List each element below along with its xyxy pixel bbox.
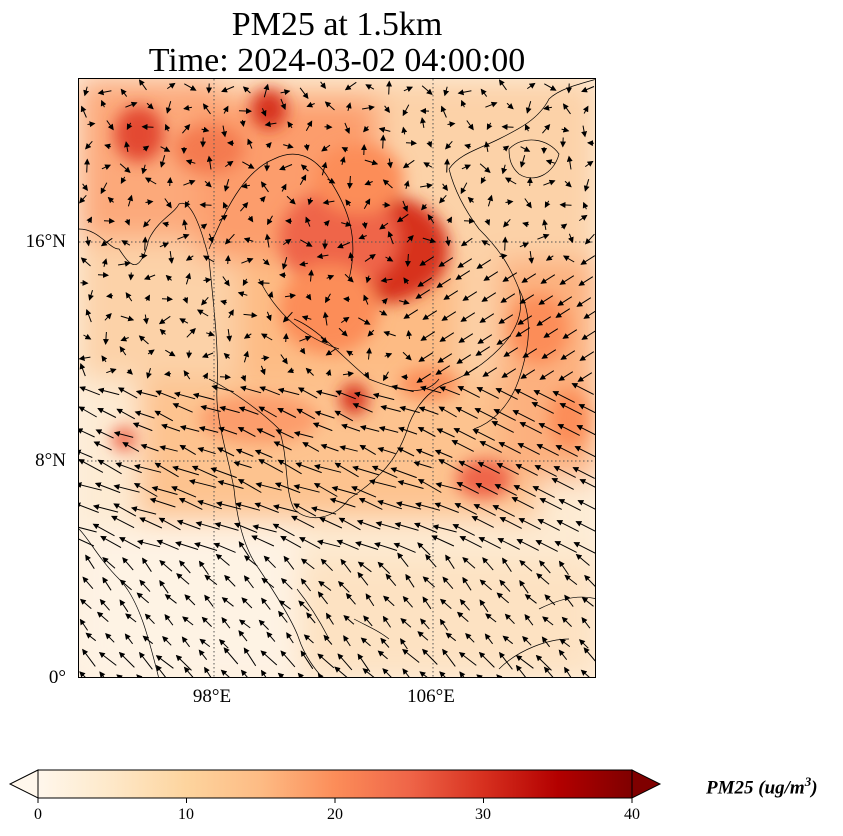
colorbar <box>8 769 662 803</box>
colorbar-label: PM25 (ug/m3) <box>706 774 818 799</box>
colorbar-extend-min <box>8 769 39 799</box>
colorbar-tick-10: 10 <box>178 806 194 823</box>
colorbar-tick-0: 0 <box>34 806 42 823</box>
pm25-concentration-field <box>79 79 595 677</box>
lon-tick-98e: 98°E <box>192 686 232 707</box>
colorbar-gradient <box>37 769 633 799</box>
map-title: PM25 at 1.5km <box>231 6 443 43</box>
map-panel <box>78 78 596 678</box>
colorbar-tick-40: 40 <box>624 806 640 823</box>
pm25-field-map <box>79 79 595 677</box>
colorbar-extend-max <box>631 769 662 799</box>
lat-tick-0: 0° <box>48 667 66 688</box>
lon-tick-106e: 106°E <box>407 686 455 707</box>
gridlines <box>79 79 595 677</box>
colorbar-tick-30: 30 <box>475 806 491 823</box>
map-timestamp: Time: 2024-03-02 04:00:00 <box>148 42 526 79</box>
lat-tick-8n: 8°N <box>35 450 66 471</box>
colorbar-tick-20: 20 <box>327 806 343 823</box>
wind-vectors <box>79 79 595 677</box>
lat-tick-16n: 16°N <box>25 231 66 252</box>
